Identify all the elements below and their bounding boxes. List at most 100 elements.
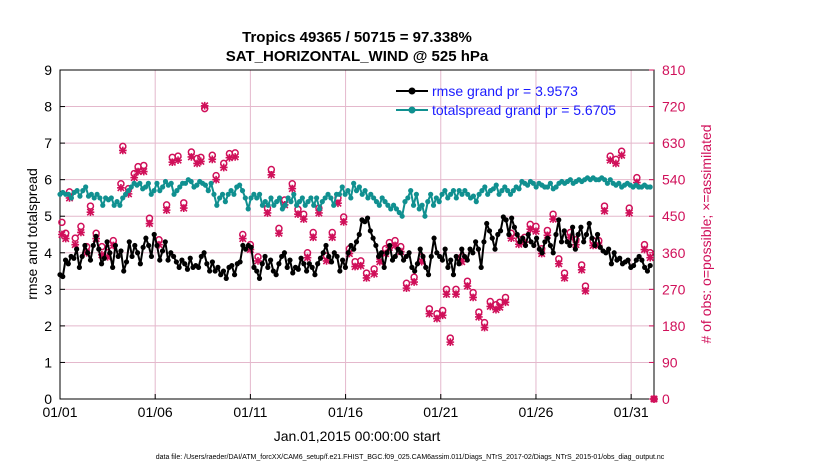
spread-point bbox=[291, 191, 297, 197]
rmse-line bbox=[59, 216, 652, 280]
spread-point bbox=[524, 182, 531, 188]
rmse-point bbox=[434, 250, 440, 256]
rmse-point bbox=[96, 246, 102, 252]
rmse-point bbox=[400, 257, 407, 263]
obs-assimilated-marker bbox=[486, 302, 495, 311]
obs-assimilated-marker bbox=[410, 278, 418, 286]
rmse-point bbox=[589, 235, 595, 241]
rmse-point bbox=[79, 253, 85, 260]
rmse-point bbox=[389, 257, 396, 263]
obs-assimilated-marker bbox=[225, 153, 234, 162]
y-axis-left: 0 1 2 3 4 5 6 7 8 9 bbox=[44, 62, 65, 407]
rmse-point bbox=[506, 231, 512, 238]
obs-assimilated-marker bbox=[134, 167, 142, 176]
rmse-point bbox=[572, 246, 578, 252]
obs-assimilated-marker bbox=[600, 207, 609, 215]
spread-point bbox=[416, 206, 422, 212]
rmse-point bbox=[647, 262, 653, 269]
obs-assimilated-marker bbox=[560, 274, 569, 282]
rmse-point bbox=[290, 270, 296, 276]
obs-assimilated-marker bbox=[402, 284, 411, 292]
rmse-point bbox=[218, 272, 224, 278]
rmse-point bbox=[531, 242, 537, 249]
spread-point bbox=[262, 199, 268, 205]
rmse-point bbox=[492, 246, 498, 252]
obs-assimilated-marker bbox=[452, 290, 460, 299]
obs-assimilated-marker bbox=[193, 159, 201, 168]
rmse-point bbox=[60, 273, 66, 280]
obs-assimilated-marker bbox=[86, 208, 95, 216]
spread-point bbox=[80, 188, 86, 194]
rmse-point bbox=[195, 264, 202, 270]
rmse-point bbox=[287, 257, 293, 263]
spread-point bbox=[219, 191, 226, 197]
rmse-point bbox=[484, 220, 490, 227]
obs-assimilated-marker bbox=[254, 257, 262, 265]
rmse-point bbox=[326, 253, 332, 260]
rmse-point bbox=[204, 261, 210, 267]
rmse-point bbox=[93, 233, 99, 239]
spread-point bbox=[516, 186, 522, 192]
spread-point bbox=[122, 191, 129, 197]
rmse-point bbox=[542, 239, 548, 245]
spread-point bbox=[445, 195, 451, 201]
obs-possible-markers bbox=[58, 104, 658, 403]
obs-assimilated-marker bbox=[117, 183, 125, 192]
rmse-point bbox=[198, 253, 204, 260]
y2-tick-label: 0 bbox=[662, 391, 670, 407]
rmse-point bbox=[373, 242, 379, 249]
y-axis-right: 0 90 180 270 360 450 540 630 720 810 bbox=[649, 62, 686, 407]
obs-assimilated-marker bbox=[612, 159, 620, 168]
rmse-point bbox=[151, 231, 157, 238]
spread-point bbox=[160, 184, 166, 190]
spread-point bbox=[382, 199, 388, 205]
rmse-point bbox=[320, 250, 326, 256]
spread-point bbox=[311, 202, 317, 208]
rmse-point bbox=[495, 231, 501, 238]
rmse-point bbox=[412, 268, 418, 274]
obs-possible-marker bbox=[140, 161, 148, 170]
rmse-point bbox=[340, 257, 346, 263]
rmse-point bbox=[87, 257, 94, 263]
rmse-point bbox=[376, 253, 382, 260]
rmse-point bbox=[298, 255, 304, 261]
obs-assimilated-marker bbox=[554, 259, 563, 268]
rmse-point bbox=[317, 255, 324, 261]
rmse-point bbox=[270, 268, 276, 274]
spread-point bbox=[305, 199, 311, 205]
rmse-point bbox=[636, 253, 642, 260]
obs-assimilated-marker bbox=[275, 229, 283, 238]
rmse-point bbox=[248, 244, 254, 250]
spread-point bbox=[228, 188, 234, 194]
legend-spread-label: totalspread grand pr = 5.6705 bbox=[432, 102, 616, 118]
spread-point bbox=[265, 202, 271, 208]
rmse-point bbox=[445, 264, 451, 270]
rmse-point bbox=[536, 246, 542, 252]
x-axis: 01/01 01/06 01/11 01/16 01/21 01/26 01/31 bbox=[42, 394, 649, 420]
rmse-point bbox=[129, 253, 135, 260]
spread-point bbox=[302, 202, 308, 208]
x-tick-label: 01/11 bbox=[233, 404, 267, 420]
rmse-point bbox=[281, 250, 288, 256]
rmse-point bbox=[511, 224, 518, 230]
rmse-point bbox=[420, 253, 426, 260]
spread-point bbox=[616, 180, 622, 186]
rmse-point bbox=[450, 272, 457, 278]
rmse-point bbox=[323, 242, 329, 249]
obs-assimilated-marker bbox=[617, 151, 626, 160]
spread-point bbox=[601, 177, 608, 183]
spread-point bbox=[217, 195, 223, 201]
rmse-point bbox=[207, 268, 213, 274]
spread-point bbox=[604, 180, 611, 186]
spread-point bbox=[510, 188, 516, 194]
rmse-point bbox=[606, 246, 612, 252]
rmse-point bbox=[525, 231, 531, 238]
y-axis-label: rmse and totalspread bbox=[24, 168, 40, 300]
rmse-point bbox=[509, 215, 515, 221]
y2-tick-label: 90 bbox=[662, 354, 678, 370]
rmse-point bbox=[528, 239, 534, 245]
rmse-series bbox=[57, 214, 653, 281]
x-tick-label: 01/01 bbox=[42, 404, 77, 420]
rmse-point bbox=[395, 246, 401, 252]
